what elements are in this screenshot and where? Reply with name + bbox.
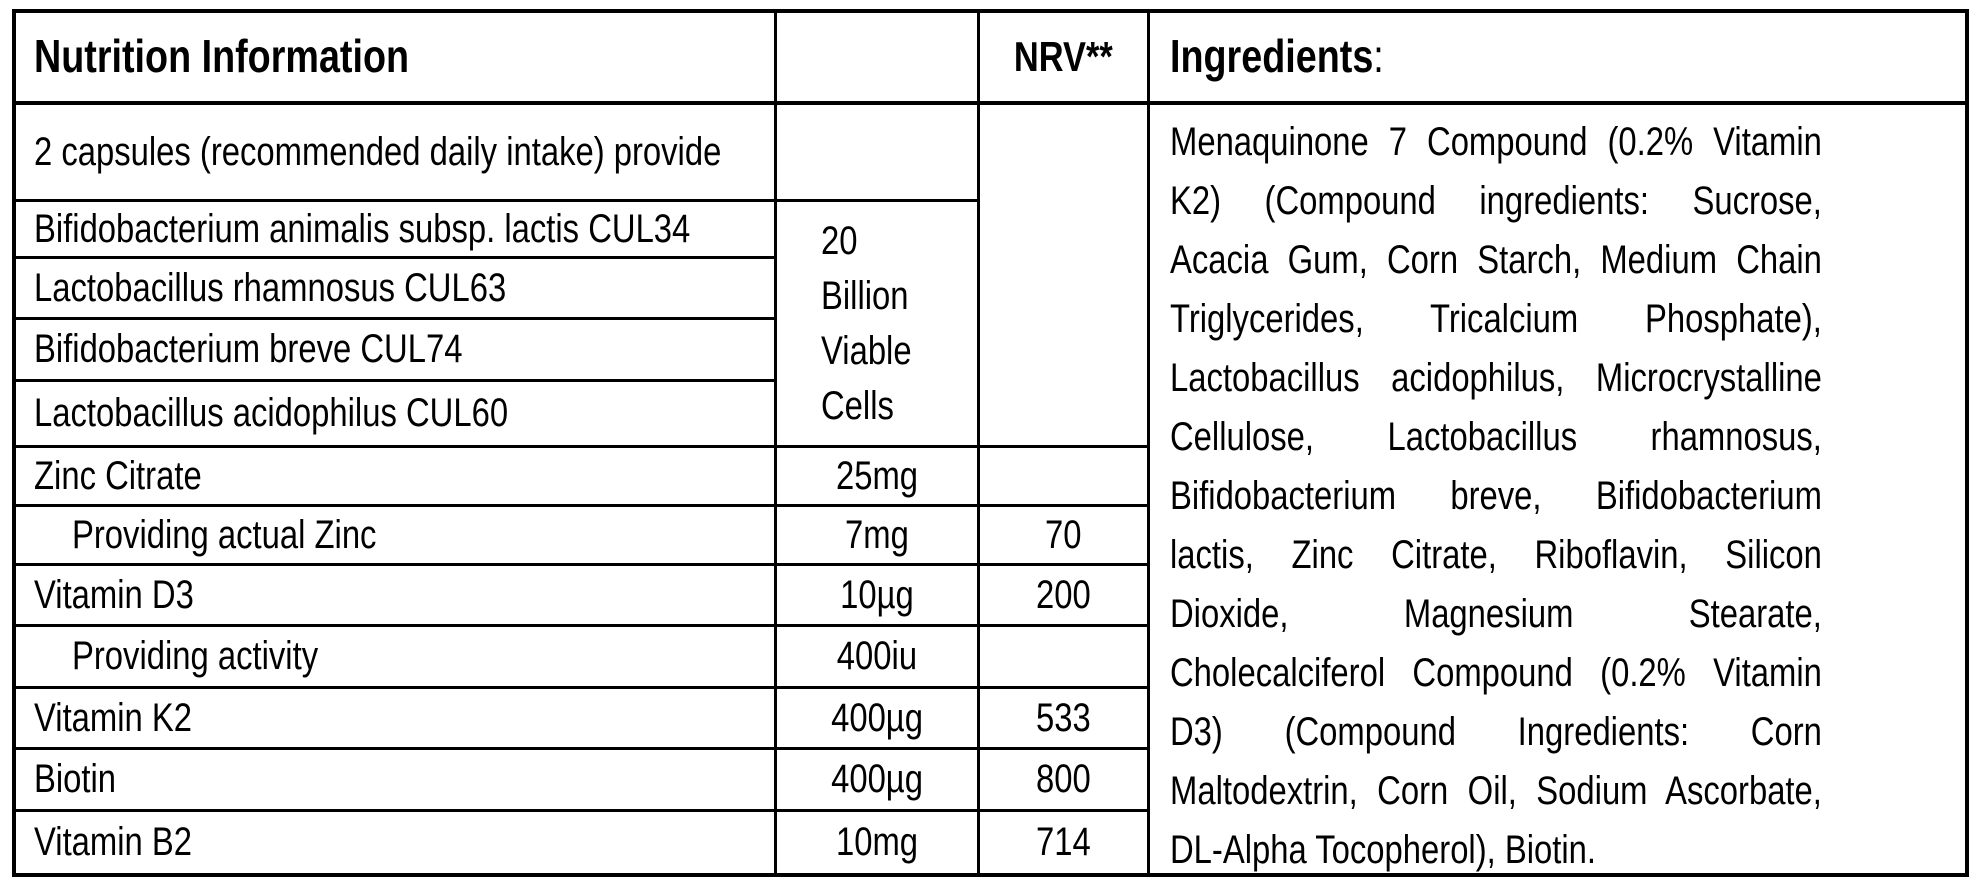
nutrient-label: Providing activity bbox=[72, 634, 319, 678]
nrv-header-label: NRV** bbox=[1014, 33, 1113, 80]
nutrient-amount-cell: 400µg bbox=[777, 689, 980, 750]
nutrient-amount: 400µg bbox=[831, 695, 923, 740]
bacteria-amount-merged-cell: 20 Billion Viable Cells bbox=[777, 202, 980, 448]
nutrient-nrv-cell: 70 bbox=[980, 507, 1150, 566]
nutrient-nrv: 200 bbox=[1036, 572, 1091, 617]
nutrient-amount: 400µg bbox=[831, 757, 923, 801]
bacteria-row: Bifidobacterium breve CUL74 bbox=[16, 320, 777, 382]
serving-row-amount-empty-cell bbox=[777, 105, 980, 202]
nutrient-row: Vitamin K2 bbox=[16, 689, 777, 750]
nutrient-amount: 10µg bbox=[840, 572, 914, 617]
nutrient-label: Zinc Citrate bbox=[34, 453, 202, 498]
nutrient-nrv-cell: 714 bbox=[980, 812, 1150, 873]
nutrition-label-table: Nutrition Information NRV** Ingredients:… bbox=[12, 9, 1969, 877]
nutrient-amount: 10mg bbox=[835, 820, 919, 864]
ingredients-body-cell: Menaquinone 7 Compound (0.2% Vitamin K2)… bbox=[1150, 105, 1965, 873]
nrv-header-cell: NRV** bbox=[980, 13, 1150, 105]
bacteria-row-label: Bifidobacterium breve CUL74 bbox=[34, 327, 463, 371]
nutrient-amount-cell: 7mg bbox=[777, 507, 980, 566]
nutrient-amount-cell: 10mg bbox=[777, 812, 980, 873]
nutrition-information-title: Nutrition Information bbox=[34, 30, 410, 82]
nutrient-row: Vitamin D3 bbox=[16, 566, 777, 627]
ingredients-title-colon: : bbox=[1373, 30, 1384, 82]
nutrient-amount-cell: 400iu bbox=[777, 627, 980, 689]
ingredients-title: Ingredients bbox=[1170, 30, 1374, 82]
serving-row-label-cell: 2 capsules (recommended daily intake) pr… bbox=[16, 105, 777, 202]
nutrient-row: Vitamin B2 bbox=[16, 812, 777, 873]
nutrient-nrv: 800 bbox=[1036, 757, 1091, 801]
nutrient-nrv: 714 bbox=[1036, 820, 1091, 864]
bacteria-row-label: Lactobacillus acidophilus CUL60 bbox=[34, 391, 509, 435]
nutrient-label: Vitamin D3 bbox=[34, 572, 194, 617]
nutrient-amount-cell: 25mg bbox=[777, 448, 980, 507]
nutrient-amount-cell: 400µg bbox=[777, 750, 980, 812]
nutrient-label: Providing actual Zinc bbox=[72, 512, 377, 557]
nutrient-nrv-cell bbox=[980, 448, 1150, 507]
nutrient-label: Biotin bbox=[34, 757, 117, 801]
nutrient-nrv-cell bbox=[980, 627, 1150, 689]
nutrient-amount: 400iu bbox=[836, 634, 918, 678]
serving-row-label: 2 capsules (recommended daily intake) pr… bbox=[34, 129, 722, 174]
ingredients-header-cell: Ingredients: bbox=[1150, 13, 1965, 105]
nutrition-information-header: Nutrition Information bbox=[16, 13, 777, 105]
nutrient-row: Zinc Citrate bbox=[16, 448, 777, 507]
nutrient-amount: 7mg bbox=[845, 512, 909, 557]
nutrient-label: Vitamin B2 bbox=[34, 820, 193, 864]
bacteria-row-label: Lactobacillus rhamnosus CUL63 bbox=[34, 265, 507, 310]
bacteria-row: Lactobacillus acidophilus CUL60 bbox=[16, 382, 777, 448]
nutrient-amount: 25mg bbox=[835, 453, 919, 498]
nrv-merged-empty-cell bbox=[980, 105, 1150, 448]
nutrient-amount-cell: 10µg bbox=[777, 566, 980, 627]
nutrient-nrv: 70 bbox=[1045, 512, 1082, 557]
bacteria-row: Lactobacillus rhamnosus CUL63 bbox=[16, 259, 777, 320]
nutrient-nrv-cell: 800 bbox=[980, 750, 1150, 812]
nutrient-row: Biotin bbox=[16, 750, 777, 812]
nutrient-label: Vitamin K2 bbox=[34, 695, 193, 740]
nutrient-nrv-cell: 533 bbox=[980, 689, 1150, 750]
nutrient-row: Providing activity bbox=[16, 627, 777, 689]
nutrient-nrv-cell: 200 bbox=[980, 566, 1150, 627]
amount-header-empty-cell bbox=[777, 13, 980, 105]
bacteria-row-label: Bifidobacterium animalis subsp. lactis C… bbox=[34, 206, 691, 251]
nutrient-nrv: 533 bbox=[1036, 695, 1091, 740]
nutrient-row: Providing actual Zinc bbox=[16, 507, 777, 566]
bacteria-row: Bifidobacterium animalis subsp. lactis C… bbox=[16, 202, 777, 259]
bacteria-amount-value: 20 Billion Viable Cells bbox=[821, 218, 912, 428]
ingredients-text: Menaquinone 7 Compound (0.2% Vitamin K2)… bbox=[1170, 120, 1822, 872]
